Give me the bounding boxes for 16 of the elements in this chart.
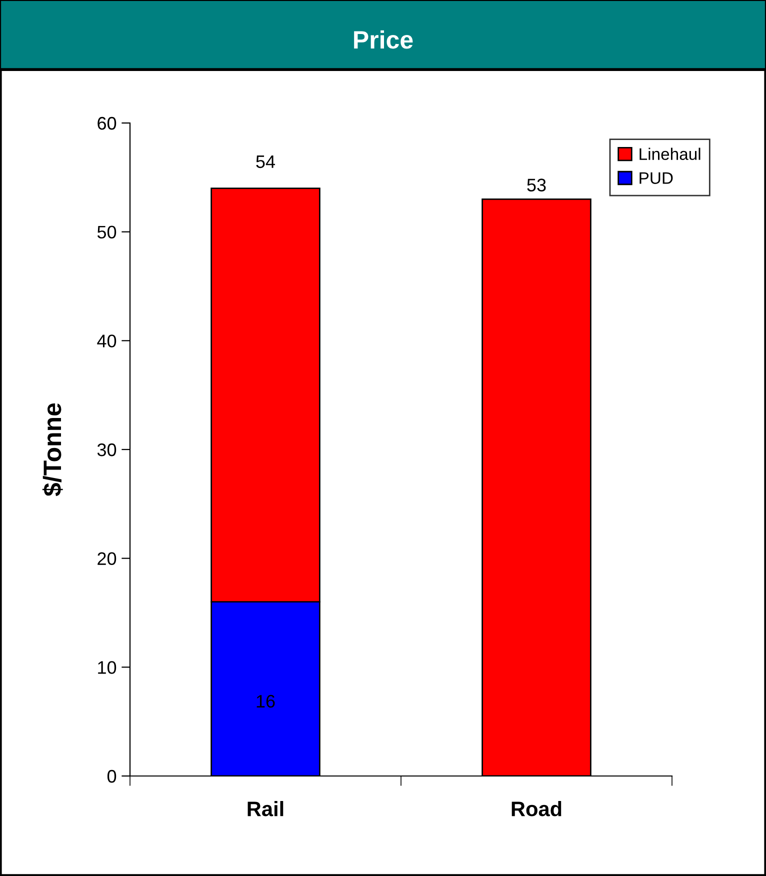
y-tick-label: 0 bbox=[107, 770, 116, 783]
y-tick-label: 40 bbox=[97, 334, 116, 348]
y-tick-label: 30 bbox=[97, 443, 116, 456]
y-tick-label: 20 bbox=[98, 552, 116, 566]
chart-title: Price bbox=[354, 30, 413, 49]
total-label: 53 bbox=[527, 178, 546, 192]
y-tick-label: 50 bbox=[97, 226, 116, 239]
y-axis-title: $/Tonne bbox=[42, 403, 63, 496]
total-label: 54 bbox=[256, 155, 276, 168]
legend-label: Linehaul bbox=[640, 148, 700, 160]
data-label: 16 bbox=[256, 694, 275, 708]
y-tick-label: 10 bbox=[98, 661, 116, 674]
legend-label: PUD bbox=[640, 172, 673, 184]
y-tick-label: 60 bbox=[98, 116, 116, 130]
x-tick-label: Rail bbox=[248, 801, 284, 816]
x-tick-label: Road bbox=[512, 801, 562, 816]
